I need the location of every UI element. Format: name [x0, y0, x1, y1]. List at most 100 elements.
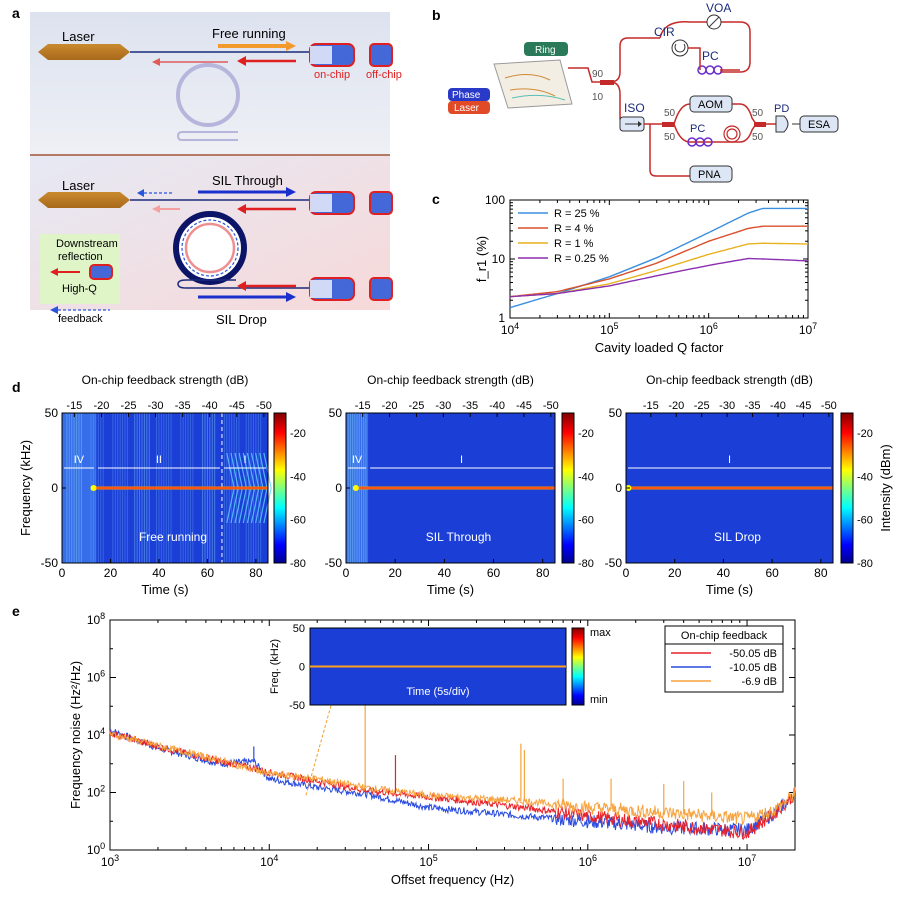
ring-resonator-top [176, 63, 240, 127]
y-tick-label: 1 [498, 311, 505, 325]
chip-photo [493, 59, 573, 109]
x-tick-label: 80 [536, 566, 550, 580]
laser-label-bottom: Laser [62, 178, 95, 193]
inset-cbar-max: max [590, 627, 611, 639]
region-iv-noise [62, 413, 96, 563]
sil-drop-label: SIL Drop [216, 312, 267, 327]
pc-loops-1 [697, 65, 723, 75]
lock-point [352, 485, 359, 491]
legend-label: R = 4 % [554, 223, 594, 235]
region-label: II [156, 454, 162, 466]
y-tick-label: -50 [41, 556, 59, 570]
forward-arrow-head [286, 41, 296, 51]
x-tick-label: 20 [668, 566, 682, 580]
colorbar-tick-label: -80 [857, 558, 873, 570]
svg-text:feedback: feedback [58, 313, 103, 325]
free-running-label: Free running [212, 26, 286, 41]
inset-cbar-min: min [590, 694, 608, 706]
legend-label: -50.05 dB [729, 648, 777, 660]
delay-spool [723, 125, 741, 143]
top-tick-label: -20 [93, 400, 109, 412]
colorbar-tick-label: -20 [578, 428, 594, 440]
laser-chip-top [38, 44, 130, 60]
panel-a-label: a [12, 5, 20, 21]
aom-box [689, 95, 733, 113]
colorbar [273, 412, 287, 564]
x-tick-label: 40 [717, 566, 731, 580]
map-caption: SIL Drop [714, 530, 761, 544]
panel-e-label: e [12, 603, 20, 619]
chart-e: 103 104 105 106 107 100 102 104 106 108 Offset fre… [68, 611, 796, 887]
y-tick-label: 104 [87, 726, 105, 742]
svg-text:High-Q: High-Q [62, 283, 97, 295]
esa-box [799, 115, 839, 133]
x-tick-label: 106 [699, 321, 717, 337]
y-tick-label: 50 [45, 406, 59, 420]
circulator [671, 39, 689, 57]
colorbar-tick-label: -40 [857, 471, 873, 483]
svg-text:ISO: ISO [624, 101, 645, 115]
ring-red-mode [184, 222, 236, 274]
top-tick-label: -35 [175, 400, 191, 412]
laser-label-top: Laser [62, 29, 95, 44]
panel-c: c 104 105 106 107 1 10 100 Cavity loaded Q fact… [432, 191, 817, 355]
y-tick-label: 10 [492, 252, 506, 266]
x-tick-label: 20 [388, 566, 402, 580]
svg-text:50: 50 [752, 132, 764, 143]
panel-b-label: b [432, 7, 441, 23]
panel-d-label: d [12, 379, 21, 395]
x-axis-label: Cavity loaded Q factor [595, 340, 724, 355]
offchip-reflector [369, 43, 393, 67]
svg-text:90: 90 [592, 69, 604, 80]
x-tick-label: 107 [799, 321, 817, 337]
x-tick-label: 107 [738, 853, 756, 869]
legend-label: R = 25 % [554, 208, 600, 220]
region-i-sidebands [263, 452, 272, 524]
legend-label: R = 0.25 % [554, 253, 609, 265]
svg-text:50: 50 [664, 108, 676, 119]
svg-text:PC: PC [702, 49, 719, 63]
map-caption: SIL Through [426, 530, 491, 544]
svg-text:Downstream: Downstream [56, 238, 118, 250]
svg-text:50: 50 [752, 108, 764, 119]
x-tick-label: 104 [501, 321, 519, 337]
y-tick-label: 106 [87, 669, 105, 685]
top-tick-label: -15 [66, 400, 82, 412]
colorbar-axis-label: Intensity (dBm) [878, 444, 893, 531]
svg-text:Phase: Phase [452, 90, 481, 101]
x-tick-label: 0 [343, 566, 350, 580]
y-tick-label: 100 [87, 841, 105, 857]
legend-label: R = 1 % [554, 238, 594, 250]
panel-e: e 103 104 105 106 107 100 102 104 106 108 Offset f… [12, 603, 796, 887]
photodetector [775, 115, 789, 133]
inset-pointer [305, 701, 333, 796]
top-tick-label: -15 [355, 400, 371, 412]
colorbar-tick-label: -40 [578, 471, 594, 483]
inset-colorbar [571, 627, 585, 706]
top-tick-label: -30 [719, 400, 735, 412]
colorbar [561, 412, 575, 564]
svg-text:ESA: ESA [808, 119, 831, 131]
colorbar-tick-label: -40 [290, 471, 306, 483]
svg-text:Ring: Ring [535, 45, 556, 56]
chart-c: 104 105 106 107 1 10 100 Cavity loaded Q factor… [474, 193, 817, 355]
top-tick-label: -40 [202, 400, 218, 412]
top-tick-label: -45 [229, 400, 245, 412]
pna-box [689, 165, 733, 183]
x-tick-label: 60 [765, 566, 779, 580]
laser-box-b [448, 101, 490, 114]
x-axis-label: Offset frequency (Hz) [391, 872, 514, 887]
top-tick-label: -40 [489, 400, 505, 412]
colorbar-tick-label: -60 [578, 515, 594, 527]
coupler-90-10 [600, 80, 614, 85]
y-tick-label: 0 [615, 481, 622, 495]
top-tick-label: -30 [148, 400, 164, 412]
x-axis-label: Time (s) [427, 582, 474, 597]
inset-caption: Time (5s/div) [406, 686, 469, 698]
top-axis-label: On-chip feedback strength (dB) [82, 373, 249, 387]
series-line [509, 257, 809, 298]
laser-chip-bottom [38, 192, 130, 208]
x-tick-label: 105 [419, 853, 437, 869]
panel-a: a Laser Free running on-chip off-chip La… [12, 5, 402, 327]
svg-text:reflection: reflection [58, 251, 103, 263]
